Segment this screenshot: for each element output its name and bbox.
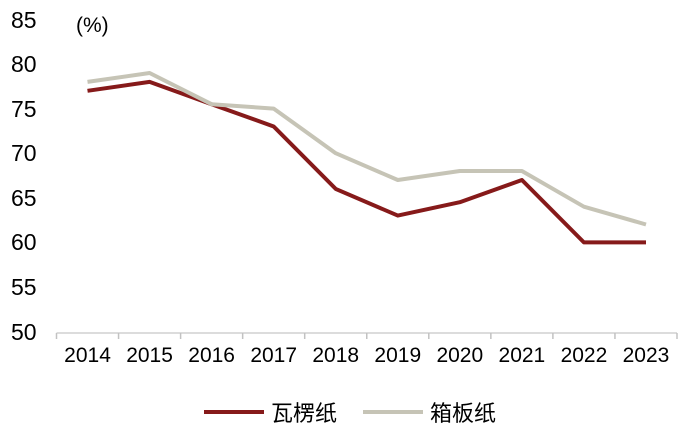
- series-line-0: [87, 79, 646, 245]
- x-tick-label: 2021: [498, 344, 546, 367]
- y-tick-label: 60: [11, 229, 37, 256]
- x-tick-label: 2018: [312, 344, 360, 367]
- y-axis-unit-label: (%): [76, 14, 109, 37]
- legend-item-xiangban: 箱板纸: [363, 396, 496, 428]
- x-tick-label: 2014: [64, 344, 111, 367]
- y-tick-label: 50: [11, 318, 37, 345]
- x-tick-label: 2019: [374, 344, 422, 367]
- x-tick-label: 2015: [126, 344, 173, 367]
- legend-label-xiangban: 箱板纸: [430, 401, 497, 426]
- x-tick-label: 2020: [436, 344, 484, 367]
- y-tick-label: 75: [11, 95, 37, 122]
- y-tick-label: 65: [11, 184, 37, 211]
- y-tick-label: 55: [11, 273, 37, 300]
- y-tick-label: 70: [11, 140, 37, 167]
- y-tick-label: 80: [11, 51, 37, 78]
- x-tick-label: 2017: [250, 344, 298, 367]
- legend-item-waleng: 瓦楞纸: [203, 396, 337, 428]
- legend-swatch-xiangban: [363, 410, 423, 414]
- x-tick-label: 2022: [560, 344, 608, 367]
- y-tick-label: 85: [11, 6, 37, 33]
- legend: 瓦楞纸 箱板纸: [0, 396, 700, 428]
- x-tick-label: 2016: [188, 344, 235, 367]
- legend-swatch-waleng: [203, 410, 264, 414]
- legend-label-waleng: 瓦楞纸: [270, 401, 337, 426]
- series-line-1: [87, 71, 647, 227]
- x-tick-label: 2023: [622, 344, 670, 367]
- y-axis: 85 80 75 70 65 60 55 50: [0, 0, 50, 441]
